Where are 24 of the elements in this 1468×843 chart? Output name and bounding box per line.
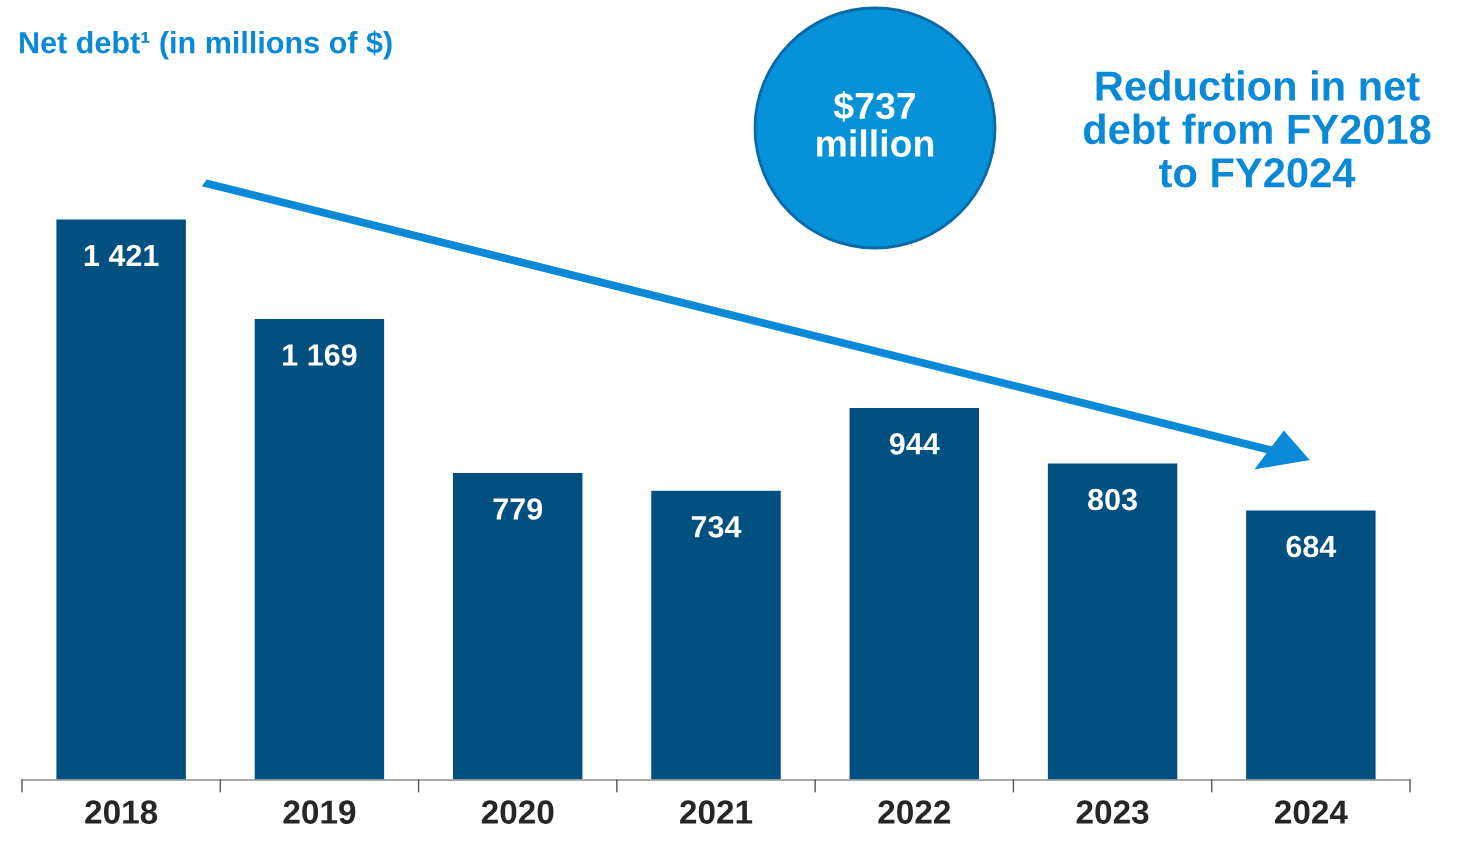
bar <box>253 317 386 780</box>
bar <box>848 406 981 780</box>
text: $737 million <box>817 91 934 157</box>
bar <box>1244 509 1377 780</box>
x-tick-label: 2018 <box>85 800 158 824</box>
bar <box>451 471 584 780</box>
bar <box>1046 462 1179 780</box>
x-tick-label: 2024 <box>1274 800 1348 824</box>
data-label: 734 <box>691 515 742 538</box>
x-tick-label: 2022 <box>878 800 951 824</box>
data-label: 684 <box>1286 535 1337 558</box>
data-label: 1 169 <box>283 344 357 366</box>
x-tick-label: 2020 <box>481 800 554 824</box>
x-tick-label: 2021 <box>680 800 753 824</box>
x-tick-label: 2019 <box>283 800 356 824</box>
data-label: 1 421 <box>84 244 159 266</box>
bar <box>649 489 783 780</box>
bar <box>55 218 188 780</box>
data-label: 779 <box>493 498 543 520</box>
x-tick-label: 2023 <box>1076 800 1149 824</box>
text: Reduction in net debt from FY2018 to FY2024 <box>1083 70 1431 188</box>
chart-title: Net debt¹ (in millions of $) <box>20 30 392 60</box>
data-label: 944 <box>889 433 940 455</box>
data-label: 803 <box>1088 488 1137 511</box>
